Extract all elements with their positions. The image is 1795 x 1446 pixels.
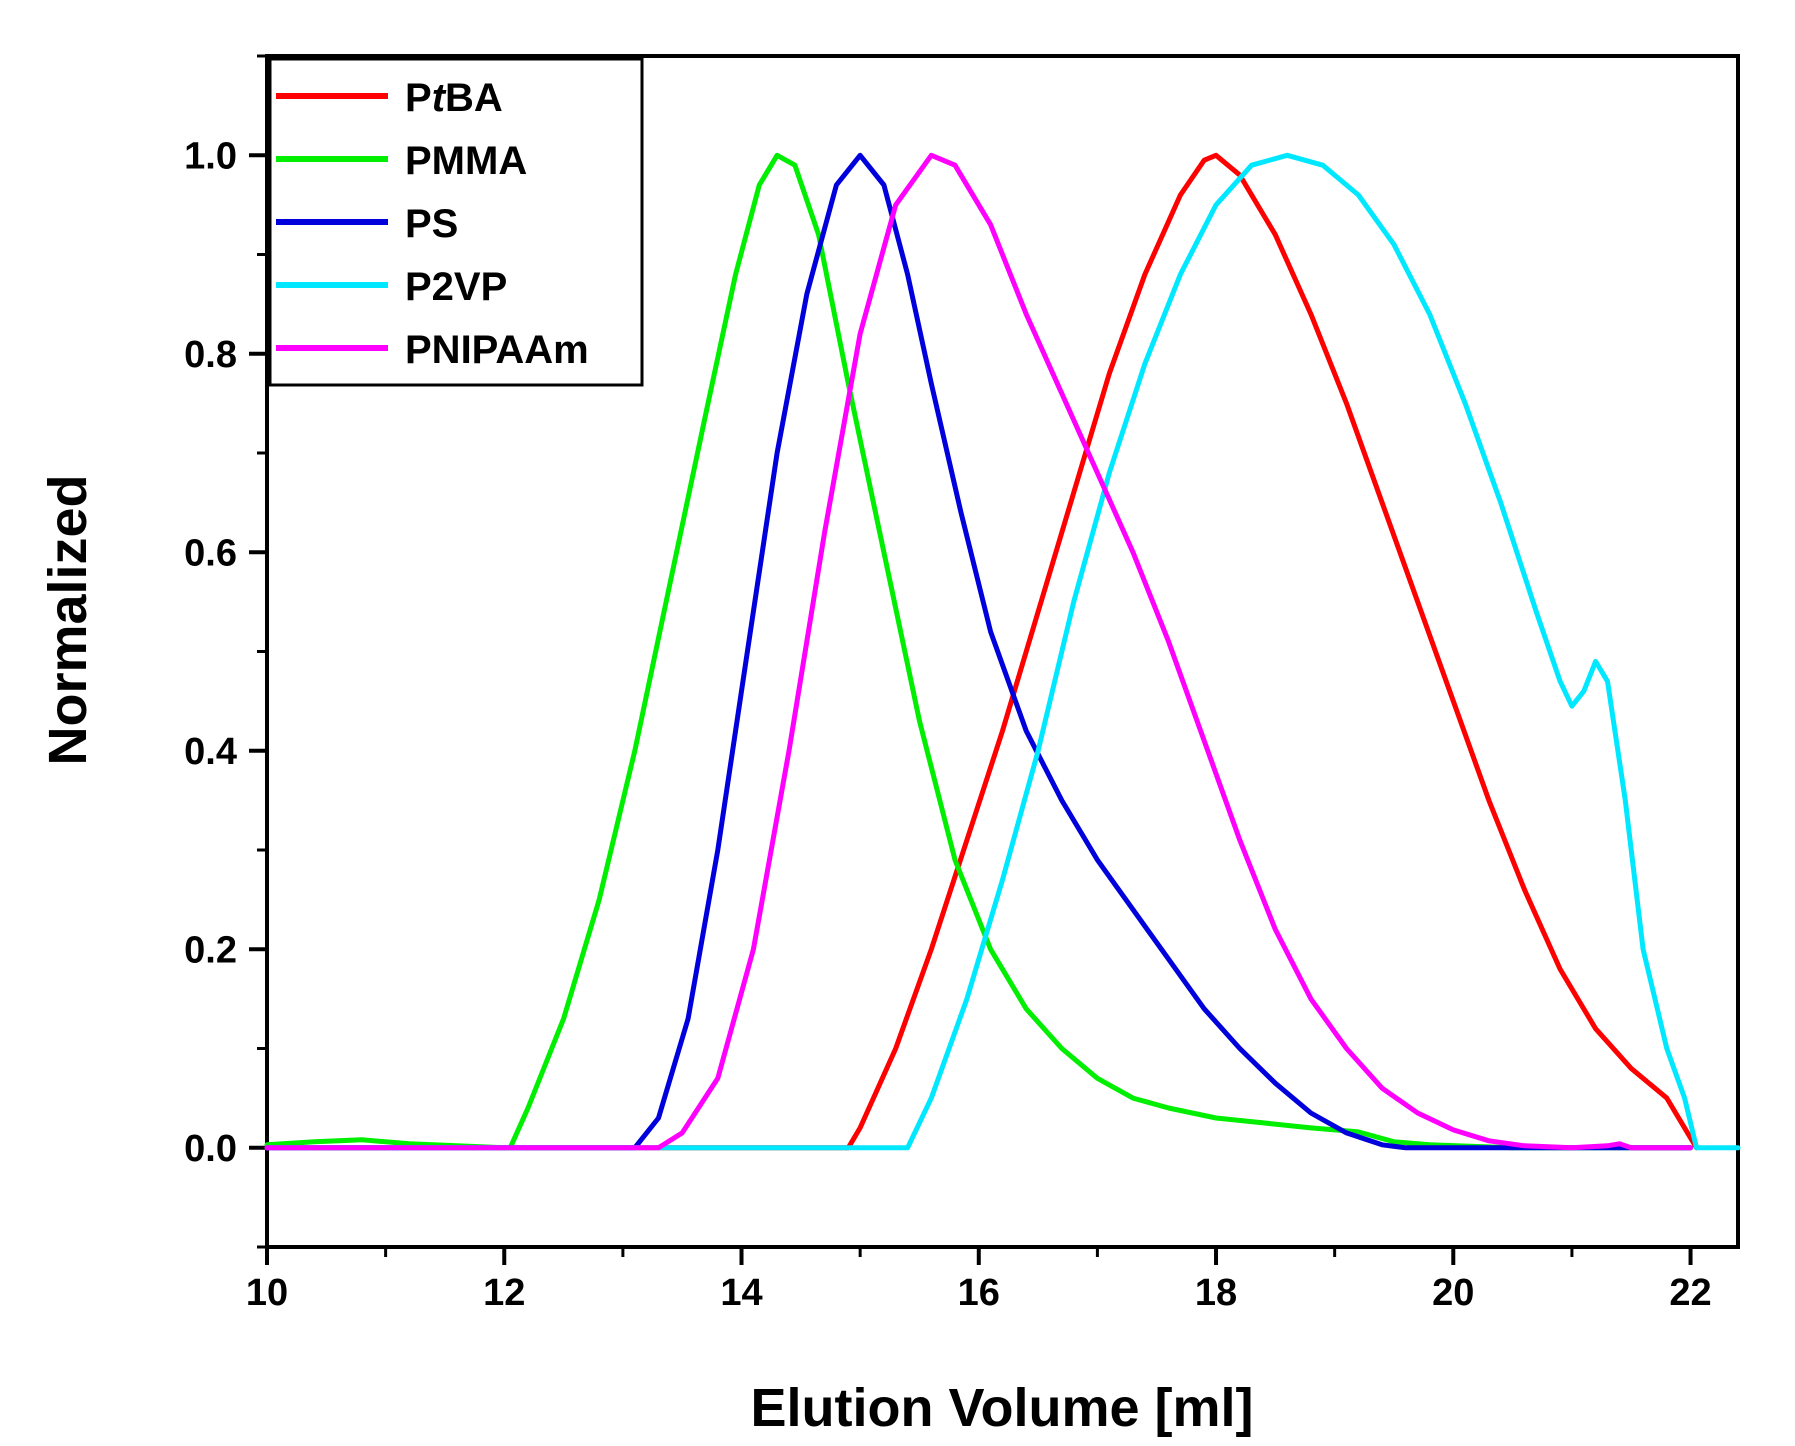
- y-tick-label: 0.8: [184, 334, 237, 376]
- legend-label: PtBA: [405, 76, 503, 120]
- y-tick-label: 0.2: [184, 929, 237, 971]
- x-tick-label: 20: [1432, 1272, 1474, 1314]
- x-tick-label: 18: [1195, 1272, 1237, 1314]
- series-line-ps: [264, 152, 1693, 1151]
- x-tick-label: 12: [483, 1272, 525, 1314]
- tick-labels: 10 12 14 16 18 20 22 0.0 0.2 0.4 0.6 0.8 1.0: [184, 135, 1712, 1314]
- legend-label: PS: [405, 202, 458, 246]
- x-tick-label: 16: [958, 1272, 1000, 1314]
- series-line-p2vp: [264, 152, 1741, 1151]
- y-tick-label: 1.0: [184, 135, 237, 177]
- legend-label: PMMA: [405, 139, 527, 183]
- x-tick-label: 14: [720, 1272, 762, 1314]
- legend-label: PNIPAAm: [405, 328, 589, 372]
- x-tick-label: 22: [1669, 1272, 1711, 1314]
- legend: PtBA PMMA PS P2VP PNIPAAm: [268, 57, 644, 387]
- series-lines: [264, 152, 1741, 1151]
- series-line-pnipaam: [264, 152, 1693, 1151]
- x-axis-title: Elution Volume [ml]: [751, 1378, 1254, 1438]
- y-axis-title: Normalized: [38, 474, 98, 765]
- y-tick-label: 0.4: [184, 731, 237, 773]
- x-tick-label: 10: [246, 1272, 288, 1314]
- y-tick-label: 0.0: [184, 1128, 237, 1170]
- axis-ticks: [249, 54, 1693, 1265]
- y-tick-label: 0.6: [184, 532, 237, 574]
- legend-label: P2VP: [405, 265, 507, 309]
